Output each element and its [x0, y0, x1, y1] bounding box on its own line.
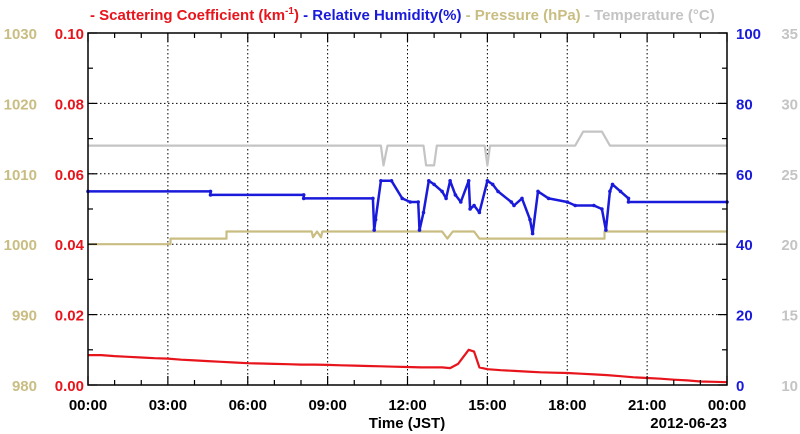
- humidity-tick-label: 60: [736, 167, 753, 184]
- x-axis-label: Time (JST): [369, 415, 445, 432]
- scattering-tick-label: 0.00: [55, 378, 84, 395]
- temperature-axis: 35 30 25 20 15 10: [781, 26, 798, 395]
- x-tick-label: 21:00: [628, 397, 666, 414]
- humidity-point: [432, 182, 436, 187]
- series-line-pressure: [88, 230, 727, 246]
- humidity-tick-label: 0: [736, 378, 744, 395]
- humidity-point: [400, 196, 405, 201]
- humidity-point: [468, 207, 472, 211]
- scattering-tick-label: 0.10: [55, 26, 84, 43]
- humidity-tick-label: 100: [736, 26, 761, 43]
- humidity-point: [389, 179, 394, 183]
- humidity-point: [448, 179, 452, 183]
- temperature-tick-label: 20: [781, 237, 798, 254]
- humidity-point: [477, 210, 482, 215]
- temperature-tick-label: 10: [781, 378, 798, 395]
- humidity-point: [208, 193, 213, 197]
- humidity-point: [604, 228, 608, 232]
- humidity-point: [208, 189, 213, 194]
- humidity-point: [626, 196, 631, 201]
- humidity-tick-label: 80: [736, 96, 753, 113]
- humidity-point: [373, 217, 378, 222]
- pressure-tick-label: 1000: [4, 237, 37, 254]
- humidity-axis: 100 80 60 40 20 0: [736, 26, 761, 395]
- x-tick-label: 00:00: [708, 397, 746, 414]
- humidity-point: [440, 189, 444, 194]
- humidity-point: [459, 200, 463, 204]
- humidity-point: [421, 210, 426, 215]
- x-axis: 00:00 03:00 06:00 09:00 12:00 15:00 18:00 21:00…: [69, 32, 746, 414]
- humidity-point: [600, 207, 604, 211]
- humidity-tick-label: 40: [736, 237, 753, 254]
- pressure-tick-label: 980: [12, 378, 37, 395]
- scattering-tick-label: 0.06: [55, 167, 84, 184]
- pressure-axis: 1030 1020 1010 1000 990 980: [4, 26, 37, 395]
- legend: - Scattering Coefficient (km-1) - Relati…: [90, 6, 715, 24]
- humidity-point: [408, 200, 413, 204]
- pressure-tick-label: 1030: [4, 26, 37, 43]
- humidity-point: [618, 189, 623, 194]
- humidity-point: [444, 196, 448, 201]
- humidity-point: [490, 182, 495, 187]
- humidity-point: [472, 203, 476, 208]
- legend-entry: - Pressure (hPa): [461, 7, 580, 24]
- legend-entry: - Scattering Coefficient (km: [90, 7, 285, 24]
- series-line-scattering-coefficient: [88, 348, 728, 384]
- humidity-point: [528, 217, 532, 222]
- humidity-point: [608, 189, 612, 194]
- humidity-point: [546, 196, 551, 201]
- humidity-point: [485, 179, 490, 183]
- humidity-point: [610, 182, 615, 187]
- humidity-point: [509, 200, 514, 204]
- humidity-point: [301, 193, 306, 197]
- humidity-point: [626, 200, 631, 204]
- humidity-point: [573, 203, 577, 208]
- pressure-tick-label: 990: [12, 308, 37, 325]
- humidity-point: [427, 179, 431, 183]
- humidity-point: [453, 193, 458, 197]
- humidity-point: [520, 196, 524, 201]
- series-line-temperature: [88, 130, 727, 167]
- x-tick-label: 06:00: [229, 397, 267, 414]
- humidity-point: [496, 189, 500, 194]
- scattering-tick-label: 0.02: [55, 308, 84, 325]
- humidity-point: [417, 228, 422, 232]
- temperature-tick-label: 30: [781, 96, 798, 113]
- scattering-tick-label: 0.08: [55, 96, 84, 113]
- x-tick-label: 03:00: [149, 397, 187, 414]
- pressure-tick-label: 1010: [4, 167, 37, 184]
- temperature-tick-label: 25: [781, 167, 798, 184]
- x-tick-label: 12:00: [388, 397, 426, 414]
- x-tick-label: 15:00: [468, 397, 506, 414]
- legend-text: - Scattering Coefficient (km-1) - Relati…: [90, 6, 715, 24]
- humidity-point: [565, 200, 570, 204]
- grid: [88, 33, 727, 385]
- scattering-axis: 0.10 0.08 0.06 0.04 0.02 0.00: [55, 26, 85, 395]
- humidity-point: [372, 228, 377, 232]
- x-tick-label: 09:00: [308, 397, 346, 414]
- scattering-tick-label: 0.04: [55, 237, 85, 254]
- legend-entry: - Relative Humidity(%): [299, 7, 462, 24]
- pressure-tick-label: 1020: [4, 96, 37, 113]
- humidity-point: [536, 189, 540, 194]
- x-tick-label: 00:00: [69, 397, 107, 414]
- humidity-tick-label: 20: [736, 308, 753, 325]
- legend-entry-tail: ): [294, 7, 299, 24]
- humidity-point: [379, 179, 383, 183]
- temperature-tick-label: 35: [781, 26, 798, 43]
- legend-superscript: -1: [285, 6, 294, 17]
- humidity-point: [416, 200, 421, 204]
- humidity-point: [530, 231, 535, 236]
- humidity-point: [512, 203, 516, 208]
- humidity-point: [592, 203, 596, 208]
- humidity-point: [371, 196, 375, 201]
- x-tick-label: 18:00: [548, 397, 586, 414]
- humidity-point: [466, 179, 471, 183]
- date-label: 2012-06-23: [650, 415, 727, 432]
- humidity-point: [301, 196, 306, 201]
- temperature-tick-label: 15: [781, 308, 798, 325]
- legend-entry: - Temperature (°C): [581, 7, 715, 24]
- series-layer: [86, 130, 729, 384]
